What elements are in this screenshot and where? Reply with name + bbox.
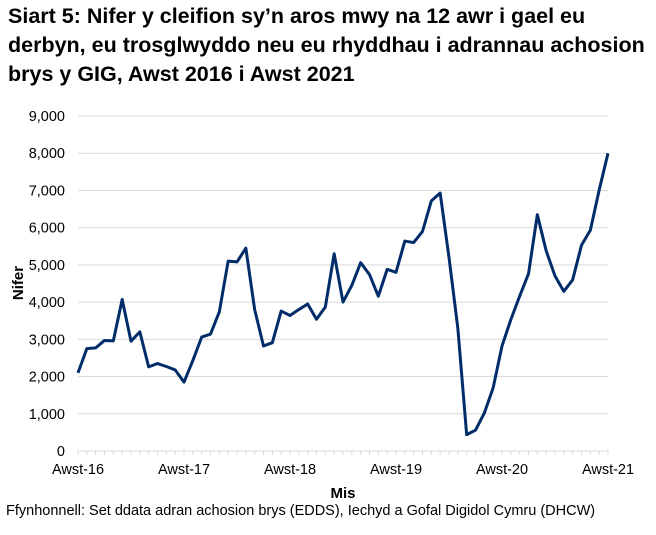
x-axis-label: Mis: [330, 485, 355, 502]
x-tick-label: Awst-16: [52, 462, 104, 478]
y-tick-label: 9,000: [29, 109, 65, 125]
y-tick-label: 5,000: [29, 258, 65, 274]
y-tick-label: 3,000: [29, 332, 65, 348]
chart-title: Siart 5: Nifer y cleifion sy’n aros mwy …: [8, 4, 645, 86]
source-note: Ffynhonnell: Set ddata adran achosion br…: [6, 503, 596, 519]
y-tick-label: 7,000: [29, 183, 65, 199]
y-tick-label: 8,000: [29, 146, 65, 162]
series-line: [76, 152, 610, 437]
y-tick-label: 1,000: [29, 407, 65, 423]
y-tick-label: 2,000: [29, 370, 65, 386]
y-axis-label: Nifer: [10, 266, 27, 300]
y-tick-label: 6,000: [29, 221, 65, 237]
y-tick-label: 0: [57, 444, 65, 460]
x-tick-label: Awst-18: [264, 462, 316, 478]
x-tick-label: Awst-21: [582, 462, 634, 478]
x-tick-label: Awst-19: [370, 462, 422, 478]
y-tick-label: 4,000: [29, 295, 65, 311]
x-tick-label: Awst-20: [476, 462, 528, 478]
x-tick-label: Awst-17: [158, 462, 210, 478]
